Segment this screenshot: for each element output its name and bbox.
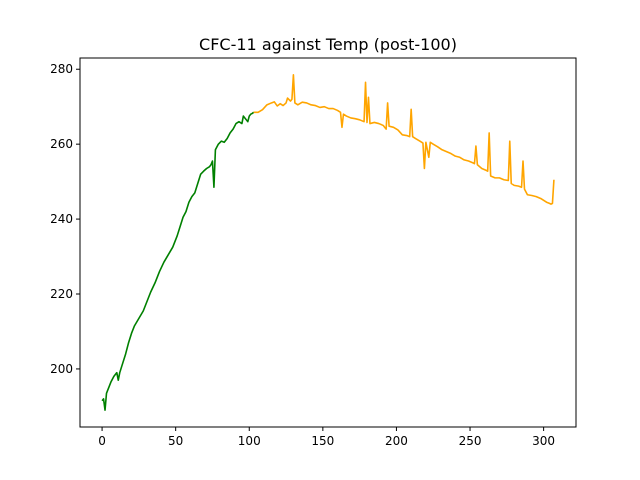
x-tick-label: 50 bbox=[168, 434, 183, 448]
plot-frame bbox=[79, 57, 577, 428]
x-tick-label: 150 bbox=[311, 434, 334, 448]
x-tick-label: 200 bbox=[385, 434, 408, 448]
x-tick-label: 0 bbox=[98, 434, 106, 448]
y-tick-label: 260 bbox=[50, 137, 73, 151]
x-axis: 0 50 100 150 200 250 300 bbox=[98, 427, 555, 448]
y-tick-label: 240 bbox=[50, 212, 73, 226]
chart-title: CFC-11 against Temp (post-100) bbox=[199, 35, 457, 54]
series-line-2 bbox=[253, 74, 555, 205]
y-tick-label: 220 bbox=[50, 287, 73, 301]
series-line-1 bbox=[101, 111, 255, 411]
y-axis: 200 220 240 260 280 bbox=[50, 62, 80, 376]
y-tick-label: 200 bbox=[50, 362, 73, 376]
x-tick-label: 250 bbox=[459, 434, 482, 448]
x-tick-label: 300 bbox=[532, 434, 555, 448]
series-layer bbox=[101, 74, 555, 411]
x-tick-label: 100 bbox=[238, 434, 261, 448]
y-tick-label: 280 bbox=[50, 62, 73, 76]
